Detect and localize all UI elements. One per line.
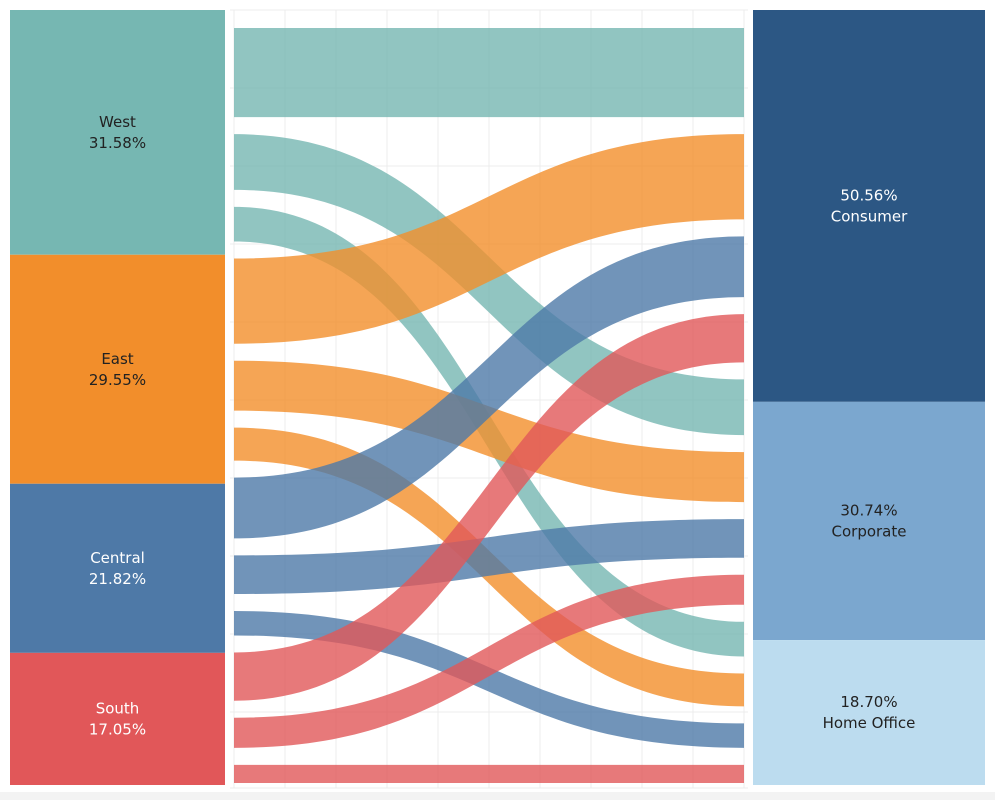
node-value-label: 31.58%	[89, 134, 146, 152]
flow-ribbon	[234, 134, 744, 344]
node-value-label: 17.05%	[89, 720, 146, 738]
node-value-label: 18.70%	[840, 693, 897, 711]
flow-ribbon	[234, 28, 744, 118]
node-name: East	[101, 350, 133, 368]
node-name: Consumer	[831, 207, 908, 225]
node	[753, 640, 985, 785]
flow-ribbon	[234, 360, 744, 503]
flow-ribbon	[234, 236, 744, 539]
bottom-strip	[0, 792, 995, 800]
node	[10, 254, 225, 484]
node	[10, 652, 225, 785]
flow-ribbon	[234, 764, 744, 783]
flows	[234, 28, 744, 783]
node	[10, 10, 225, 255]
flow-ribbon	[234, 519, 744, 595]
node	[753, 401, 985, 641]
node	[753, 10, 985, 402]
node-value-label: 21.82%	[89, 570, 146, 588]
flow-ribbon	[234, 314, 744, 701]
node-name: Corporate	[832, 522, 907, 540]
node-name: Home Office	[823, 714, 916, 732]
node-name: West	[99, 113, 136, 131]
flow-ribbon	[234, 574, 744, 748]
node-value-label: 30.74%	[840, 501, 897, 519]
node-name: Central	[90, 549, 145, 567]
node	[10, 483, 225, 653]
node-name: South	[96, 699, 140, 717]
node-value-label: 29.55%	[89, 371, 146, 389]
node-value-label: 50.56%	[840, 186, 897, 204]
